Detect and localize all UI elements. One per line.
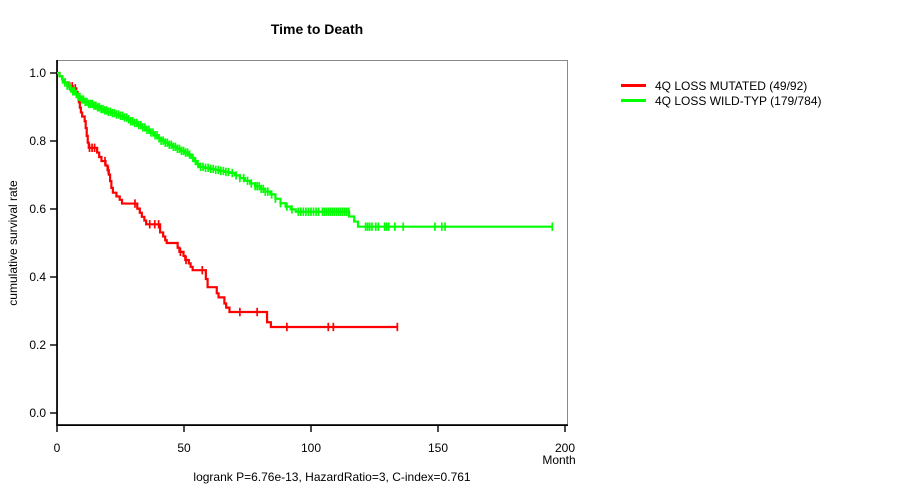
x-axis-label: Month (542, 453, 576, 467)
y-tick-label: 0.6 (29, 202, 46, 216)
survival-curve (57, 71, 398, 329)
y-tick-label: 0.4 (29, 270, 46, 284)
legend-line-swatch (621, 99, 646, 102)
y-axis-label: cumulative survival rate (6, 180, 20, 306)
x-tick-label: 0 (53, 441, 61, 455)
plot-box (57, 60, 568, 425)
y-tick-label: 0.8 (29, 134, 46, 148)
y-tick-label: 0.2 (29, 338, 46, 352)
y-tick-label: 0.0 (29, 406, 46, 420)
x-tick-label: 100 (300, 441, 322, 455)
x-tick-label: 150 (427, 441, 449, 455)
legend-label: 4Q LOSS MUTATED (49/92) (655, 78, 808, 93)
axis-lines (56, 60, 568, 427)
legend: 4Q LOSS MUTATED (49/92) 4Q LOSS WILD-TYP … (621, 78, 822, 108)
legend-entry: 4Q LOSS WILD-TYP (179/784) (621, 93, 822, 108)
x-tick-label: 50 (177, 441, 191, 455)
stats-annotation: logrank P=6.76e-13, HazardRatio=3, C-ind… (193, 470, 471, 484)
x-tick-label: 200 (554, 441, 576, 455)
legend-entry: 4Q LOSS MUTATED (49/92) (621, 78, 822, 93)
chart-title: Time to Death (270, 21, 364, 37)
y-tick-label: 1.0 (29, 66, 46, 80)
legend-line-swatch (621, 84, 646, 87)
legend-label: 4Q LOSS WILD-TYP (179/784) (655, 93, 822, 108)
